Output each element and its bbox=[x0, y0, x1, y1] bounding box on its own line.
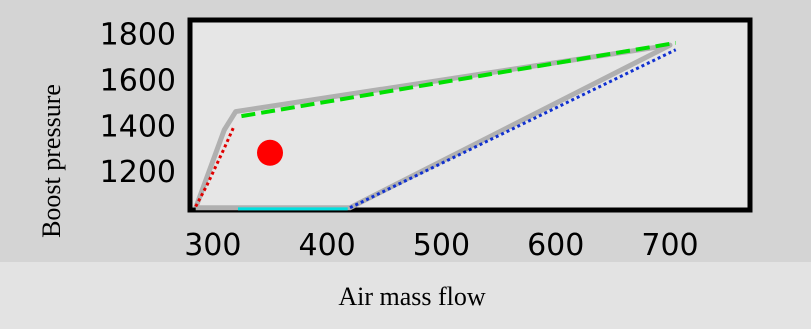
y-tick-label: 1600 bbox=[100, 64, 176, 99]
x-tick-label: 400 bbox=[299, 228, 356, 263]
y-tick-label: 1800 bbox=[100, 18, 176, 53]
points-layer bbox=[257, 139, 283, 166]
xlabel-band bbox=[0, 262, 811, 329]
series-line-5 bbox=[194, 126, 235, 208]
y-axis-title: Boost pressure bbox=[37, 84, 66, 238]
series-line-2 bbox=[241, 40, 677, 119]
series-layer bbox=[193, 40, 677, 211]
y-tick-label: 1200 bbox=[100, 155, 176, 190]
y-tick-label: 1400 bbox=[100, 109, 176, 144]
x-tick-label: 300 bbox=[184, 228, 241, 263]
x-tick-labels: 300 400 500 600 700 bbox=[184, 228, 698, 263]
x-tick-label: 700 bbox=[641, 228, 698, 263]
x-axis-title: Air mass flow bbox=[338, 282, 486, 311]
x-tick-label: 500 bbox=[413, 228, 470, 263]
y-tick-labels: 1200 1400 1600 1800 bbox=[100, 18, 176, 190]
x-tick-label: 600 bbox=[527, 228, 584, 263]
operating-point-marker bbox=[257, 139, 283, 166]
series-line-3 bbox=[349, 48, 677, 210]
